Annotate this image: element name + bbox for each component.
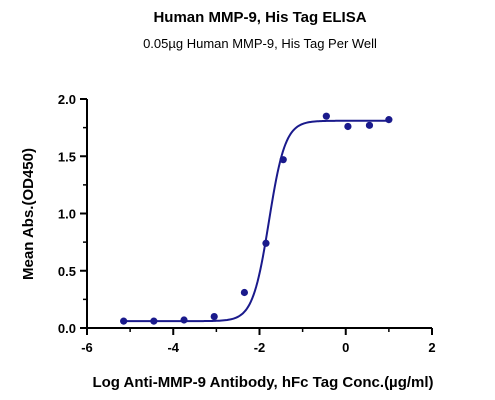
y-tick-label: 0.0: [58, 321, 76, 336]
y-tick-label: 0.5: [58, 264, 76, 279]
y-axis-title: Mean Abs.(OD450): [20, 148, 37, 280]
data-point: [385, 116, 393, 124]
x-tick-label: 2: [428, 340, 435, 355]
data-point: [365, 121, 374, 129]
y-tick-label: 1.0: [58, 207, 76, 222]
data-point: [180, 316, 188, 324]
fit-curve: [123, 119, 389, 323]
data-point: [120, 317, 128, 325]
x-tick-label: -4: [167, 340, 179, 355]
data-point: [344, 122, 352, 131]
data-point: [150, 317, 158, 325]
y-tick-label: 2.0: [58, 92, 76, 107]
data-point: [279, 156, 287, 164]
x-tick-label: -6: [81, 340, 93, 355]
plot-area: 0.0 0.5 1.0 1.5 2.0 -6 -4 -2 0 2: [58, 92, 436, 355]
chart-title: Human MMP-9, His Tag ELISA: [153, 9, 366, 26]
x-axis-title: Log Anti-MMP-9 Antibody, hFc Tag Conc.(µ…: [92, 374, 433, 391]
data-point: [210, 312, 218, 321]
data-point: [322, 112, 330, 120]
chart-subtitle: 0.05µg Human MMP-9, His Tag Per Well: [143, 36, 377, 51]
data-point: [262, 239, 270, 247]
data-point: [240, 288, 249, 297]
x-tick-label: 0: [342, 340, 349, 355]
x-tick-label: -2: [254, 340, 266, 355]
y-tick-label: 1.5: [58, 149, 76, 164]
